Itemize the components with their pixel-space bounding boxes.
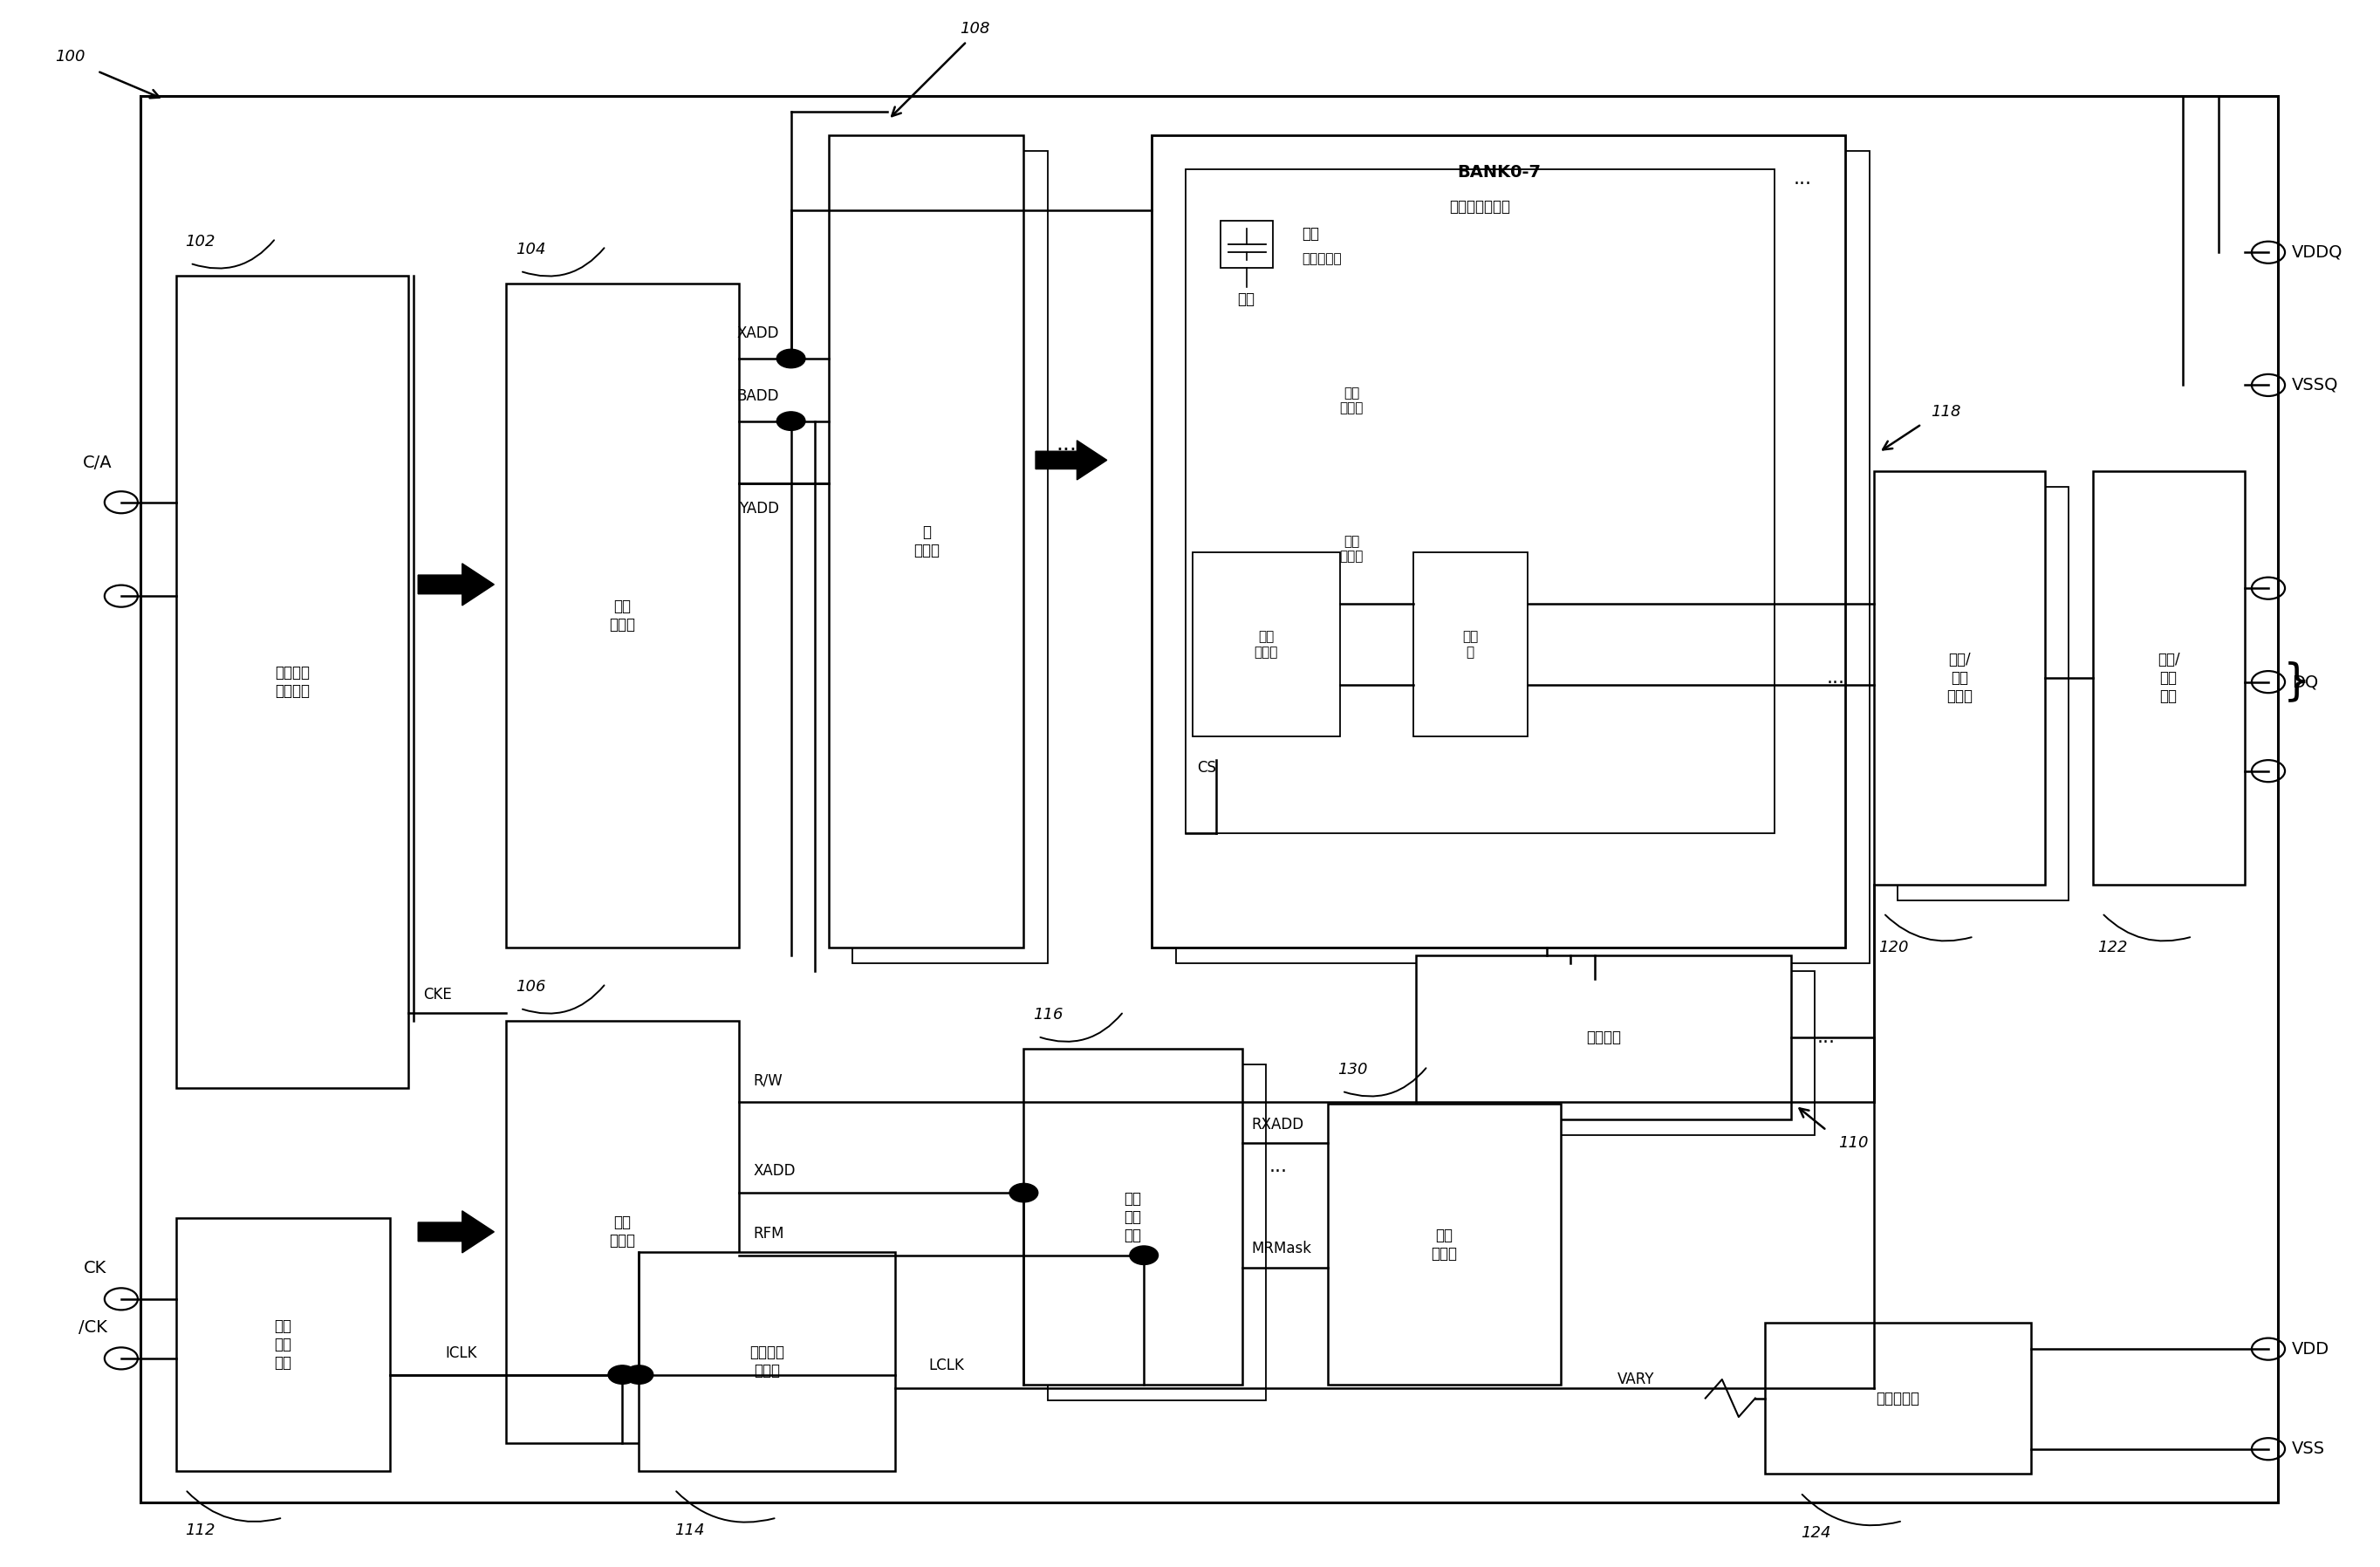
Text: R/W: R/W	[752, 1072, 783, 1087]
Text: 字线: 字线	[1302, 226, 1319, 241]
Text: 122: 122	[2097, 940, 2128, 956]
Bar	[1440, 972, 1814, 1135]
Bar	[638, 1252, 895, 1471]
Bar	[1464, 987, 1837, 1150]
Text: VSSQ: VSSQ	[2292, 376, 2340, 393]
Text: MRMask: MRMask	[1252, 1241, 1311, 1257]
Text: 全局
数据线: 全局 数据线	[1340, 534, 1364, 563]
Text: 104: 104	[516, 241, 545, 257]
Text: 列解码器: 列解码器	[1585, 1030, 1621, 1045]
Text: 传送
门: 传送 门	[1461, 630, 1478, 658]
Text: }: }	[2282, 661, 2311, 704]
Text: 时钟
输入
电路: 时钟 输入 电路	[274, 1318, 290, 1370]
Text: RXADD: RXADD	[1252, 1117, 1304, 1133]
Text: 感测
放大器: 感测 放大器	[1254, 630, 1278, 658]
Text: CKE: CKE	[424, 987, 452, 1003]
Text: ...: ...	[1818, 1028, 1835, 1047]
Text: 位线: 位线	[1238, 291, 1254, 307]
Polygon shape	[1035, 440, 1107, 480]
Bar	[852, 150, 1047, 964]
Text: LCLK: LCLK	[928, 1359, 964, 1374]
Bar	[507, 1022, 738, 1443]
Text: C/A: C/A	[83, 454, 112, 472]
Text: ICLK: ICLK	[445, 1344, 476, 1360]
Text: 命令地址
输入电路: 命令地址 输入电路	[274, 664, 309, 699]
Circle shape	[607, 1365, 635, 1384]
Text: 118: 118	[1930, 404, 1961, 420]
Text: CK: CK	[83, 1260, 107, 1276]
Text: 100: 100	[55, 49, 86, 64]
Text: 读取/
写入
放大器: 读取/ 写入 放大器	[1947, 652, 1973, 704]
Bar	[1185, 169, 1773, 834]
Bar	[1152, 135, 1844, 948]
Text: BADD: BADD	[738, 389, 778, 404]
Bar	[1192, 552, 1340, 736]
Bar	[1221, 221, 1273, 268]
Polygon shape	[419, 1211, 495, 1254]
Text: 130: 130	[1338, 1061, 1368, 1077]
Text: CS: CS	[1197, 760, 1216, 776]
Text: 存储器单元: 存储器单元	[1302, 252, 1342, 265]
Circle shape	[776, 349, 804, 368]
Bar	[2092, 472, 2244, 885]
Text: 行
解码器: 行 解码器	[914, 525, 940, 558]
Bar	[1200, 166, 1892, 979]
Circle shape	[1009, 1183, 1038, 1202]
Text: VDDQ: VDDQ	[2292, 244, 2342, 260]
Text: 102: 102	[186, 233, 217, 249]
Text: 命令
解码器: 命令 解码器	[609, 1214, 635, 1249]
Bar	[1416, 956, 1790, 1119]
Text: 112: 112	[186, 1523, 217, 1539]
Bar	[1023, 1048, 1242, 1385]
Bar	[1176, 150, 1868, 964]
Bar	[1897, 487, 2068, 901]
Text: 116: 116	[1033, 1008, 1064, 1023]
Circle shape	[1130, 1246, 1159, 1265]
Text: 存储器单元阵列: 存储器单元阵列	[1449, 199, 1511, 215]
Text: XADD: XADD	[738, 326, 778, 342]
Text: YADD: YADD	[738, 501, 778, 517]
Text: VDD: VDD	[2292, 1341, 2330, 1357]
Text: 模式
寄存器: 模式 寄存器	[1430, 1227, 1457, 1261]
Text: VSS: VSS	[2292, 1440, 2325, 1457]
Polygon shape	[419, 564, 495, 605]
Text: ...: ...	[1828, 669, 1845, 686]
Text: 本地
数据线: 本地 数据线	[1340, 387, 1364, 415]
Bar	[1414, 552, 1528, 736]
Text: 120: 120	[1878, 940, 1909, 956]
Text: BANK0-7: BANK0-7	[1457, 165, 1540, 180]
Bar	[1766, 1323, 2030, 1475]
Text: ...: ...	[1795, 171, 1811, 188]
Bar	[1071, 1080, 1290, 1417]
Text: /CK: /CK	[79, 1319, 107, 1335]
Bar	[1328, 1103, 1561, 1385]
Bar	[876, 166, 1071, 979]
Text: DQ: DQ	[2292, 674, 2318, 689]
Text: 114: 114	[674, 1523, 704, 1539]
Text: ...: ...	[1057, 434, 1078, 454]
Text: RFM: RFM	[752, 1225, 783, 1241]
Bar	[176, 276, 409, 1087]
Text: XADD: XADD	[752, 1163, 795, 1178]
Text: 106: 106	[516, 979, 545, 995]
Text: 刷新
控制
电路: 刷新 控制 电路	[1123, 1191, 1142, 1243]
Bar	[828, 135, 1023, 948]
Text: 输入/
输出
电路: 输入/ 输出 电路	[2156, 652, 2180, 704]
Text: 110: 110	[1837, 1135, 1868, 1150]
Text: 地址
解码器: 地址 解码器	[609, 599, 635, 633]
Text: 内部时钟
生成器: 内部时钟 生成器	[750, 1344, 785, 1379]
Circle shape	[776, 412, 804, 431]
Text: 108: 108	[959, 20, 990, 38]
Text: 电压生成器: 电压生成器	[1875, 1390, 1921, 1406]
Text: 124: 124	[1799, 1526, 1830, 1542]
Bar	[1047, 1064, 1266, 1401]
Circle shape	[624, 1365, 652, 1384]
Text: VARY: VARY	[1618, 1371, 1654, 1387]
Bar	[176, 1218, 390, 1471]
Bar	[507, 284, 738, 948]
Bar	[1873, 472, 2044, 885]
Text: ...: ...	[1269, 1158, 1288, 1175]
